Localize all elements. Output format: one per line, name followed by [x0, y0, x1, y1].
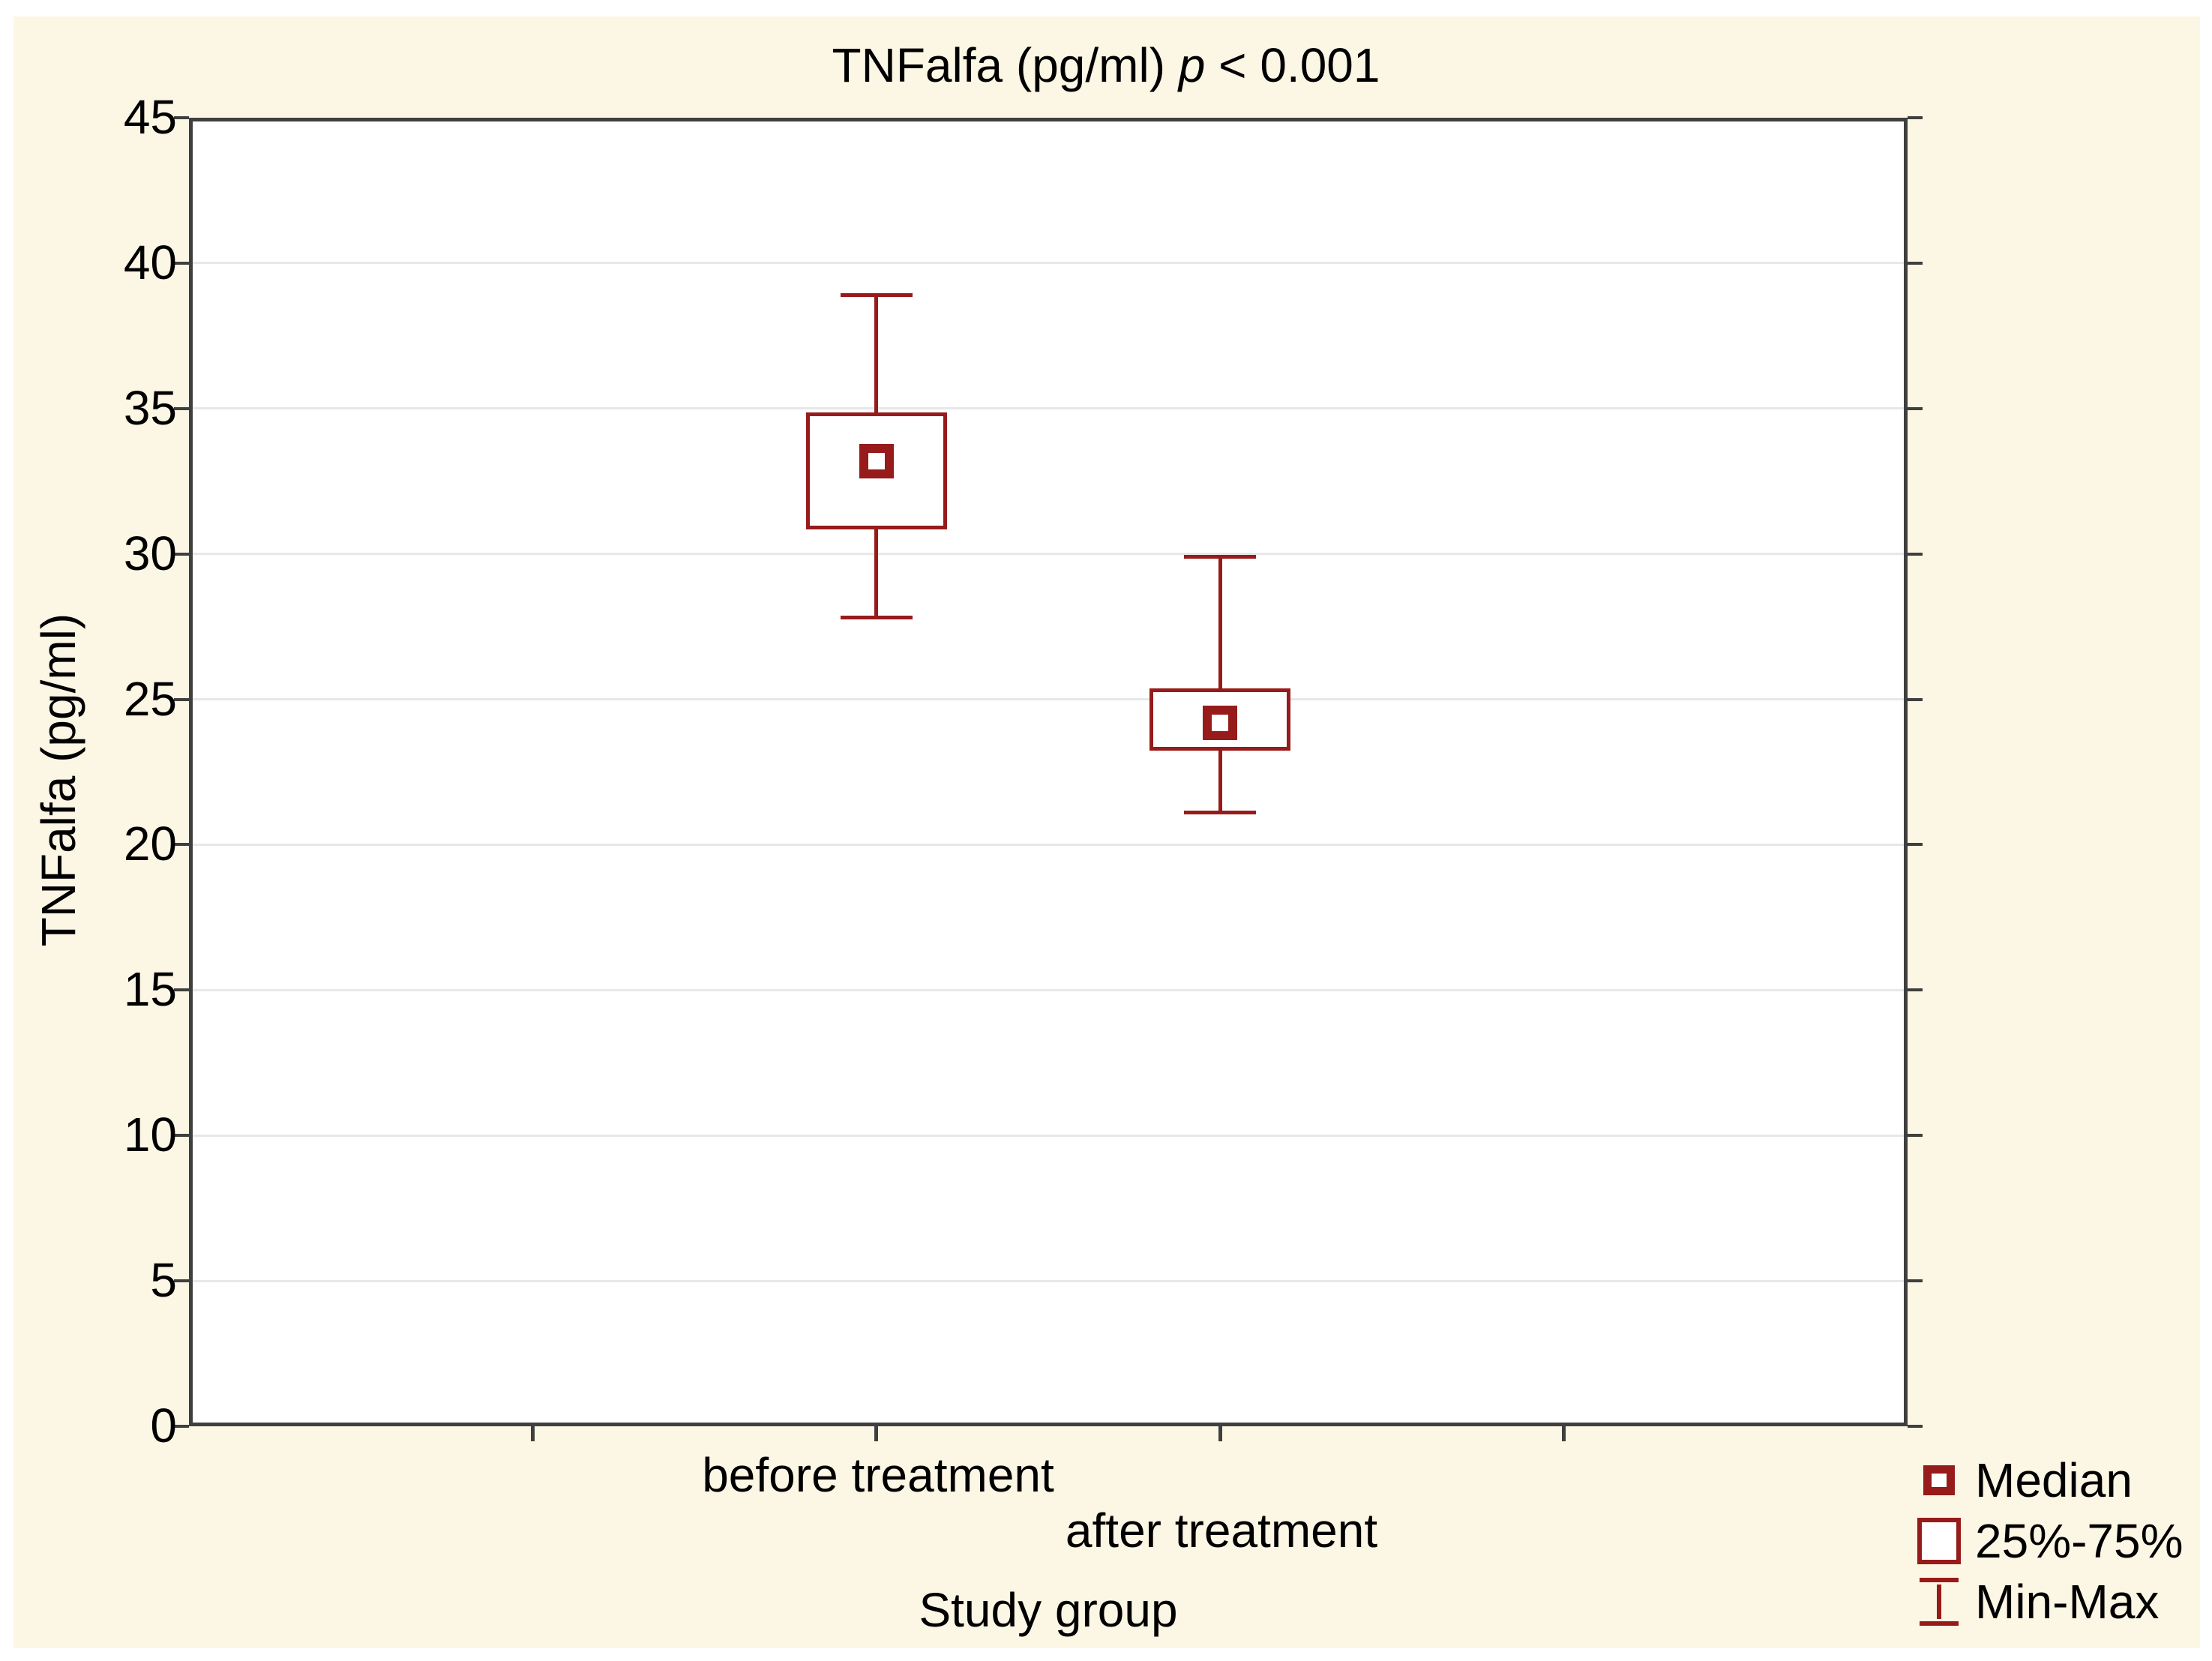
legend-item-median: Median [1914, 1452, 2184, 1508]
gridline [193, 843, 1904, 846]
min-max-whisker-icon [1920, 1577, 1959, 1626]
whisker-cap-min [840, 616, 913, 620]
chart-title-p-italic: p [1178, 38, 1206, 92]
y-tick-left [174, 261, 189, 265]
chart-title: TNFalfa (pg/ml) p < 0.001 [0, 39, 2212, 91]
y-tick-right [1908, 1134, 1923, 1138]
y-tick-label: 20 [123, 817, 177, 871]
x-axis-label: Study group [919, 1583, 1178, 1637]
y-tick-left [174, 116, 189, 119]
y-tick-right [1908, 261, 1923, 265]
median-marker [1203, 705, 1238, 740]
median-marker [859, 443, 894, 478]
y-tick-left [174, 1134, 189, 1138]
y-tick-left [174, 1279, 189, 1283]
x-tick [1562, 1426, 1566, 1441]
iqr-box-icon [1917, 1517, 1961, 1564]
y-tick-left [174, 552, 189, 556]
x-tick [874, 1426, 879, 1441]
gridline [193, 1134, 1904, 1137]
gridline [193, 553, 1904, 556]
y-tick-right [1908, 406, 1923, 410]
y-tick-label: 30 [123, 526, 177, 580]
y-tick-label: 10 [123, 1108, 177, 1162]
y-tick-left [174, 406, 189, 410]
y-tick-left [174, 1425, 189, 1428]
x-tick [530, 1426, 535, 1441]
chart-title-text: TNFalfa (pg/ml) [832, 38, 1179, 92]
y-axis-label: TNFalfa (pg/ml) [31, 613, 85, 947]
legend-symbol-slot [1914, 1465, 1965, 1495]
y-tick-label: 35 [123, 380, 177, 435]
y-tick-label: 15 [123, 962, 177, 1017]
gridline [193, 1279, 1904, 1282]
whisker-cap-max [1184, 555, 1257, 559]
box-whisker-stem [1218, 556, 1222, 813]
plot-area [189, 118, 1908, 1426]
gridline [193, 988, 1904, 991]
x-category-label-after-treatment: after treatment [1065, 1504, 1378, 1558]
gridline [193, 262, 1904, 265]
y-tick-label: 0 [150, 1399, 177, 1453]
legend-symbol-slot [1914, 1517, 1965, 1564]
y-tick-left [174, 697, 189, 701]
gridline [193, 407, 1904, 410]
y-tick-right [1908, 988, 1923, 992]
x-tick [1218, 1426, 1222, 1441]
x-category-label-before-treatment: before treatment [702, 1448, 1054, 1502]
legend-label-median: Median [1975, 1453, 2133, 1507]
y-tick-right [1908, 116, 1923, 119]
y-tick-left [174, 843, 189, 847]
legend-label-iqr: 25%-75% [1975, 1513, 2184, 1568]
legend: Median 25%-75% Min-Max [1914, 1452, 2184, 1630]
y-tick-label: 45 [123, 90, 177, 144]
gridline [193, 698, 1904, 701]
y-tick-right [1908, 843, 1923, 847]
legend-symbol-slot [1914, 1577, 1965, 1626]
legend-label-minmax: Min-Max [1975, 1574, 2160, 1629]
legend-item-iqr-box: 25%-75% [1914, 1513, 2184, 1569]
whisker-cap-max [840, 293, 913, 298]
y-tick-right [1908, 1425, 1923, 1428]
median-marker-icon [1923, 1465, 1955, 1495]
y-tick-label: 40 [123, 235, 177, 289]
y-tick-left [174, 988, 189, 992]
legend-item-min-max: Min-Max [1914, 1573, 2184, 1630]
y-tick-right [1908, 552, 1923, 556]
y-tick-label: 25 [123, 671, 177, 726]
chart-title-pvalue: < 0.001 [1205, 38, 1380, 92]
whisker-cap-min [1184, 811, 1257, 815]
y-tick-right [1908, 1279, 1923, 1283]
y-tick-label: 5 [150, 1253, 177, 1308]
y-tick-right [1908, 697, 1923, 701]
